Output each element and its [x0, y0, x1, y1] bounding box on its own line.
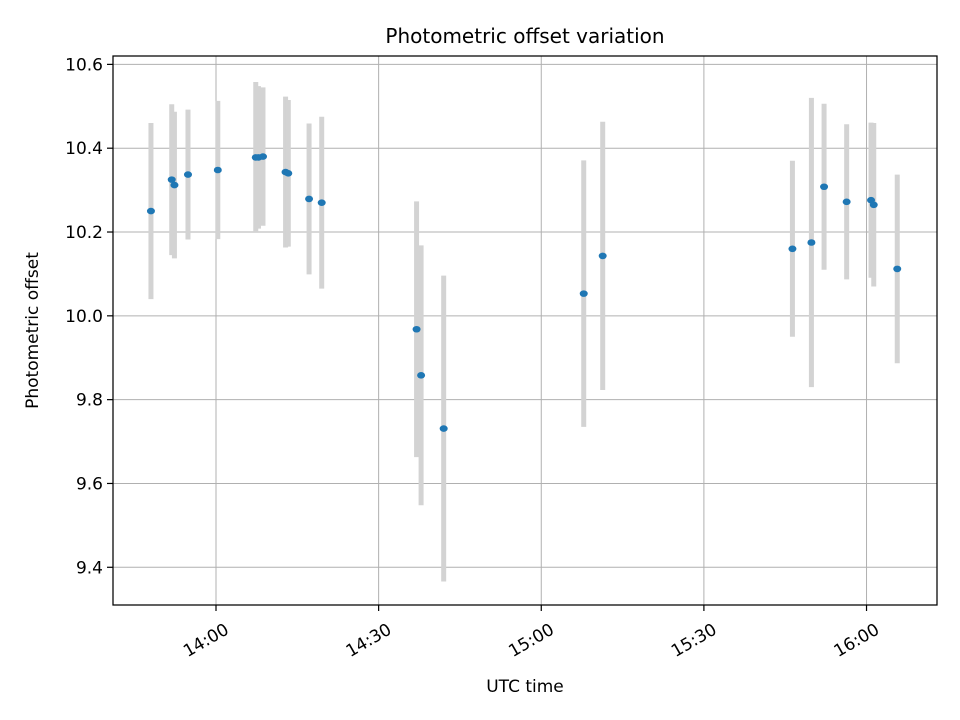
y-tick-label: 10.6	[65, 55, 103, 75]
data-point	[807, 239, 816, 246]
y-tick-label: 9.6	[76, 474, 103, 494]
data-point	[412, 325, 421, 333]
x-tick-label: 15:30	[668, 620, 720, 662]
data-point	[167, 176, 176, 183]
data-point	[317, 199, 326, 206]
data-point	[213, 166, 222, 174]
chart-title: Photometric offset variation	[385, 24, 664, 48]
data-point	[146, 207, 155, 215]
data-point	[788, 245, 797, 253]
x-tick-label: 14:00	[180, 620, 232, 662]
y-tick-label: 9.8	[76, 391, 103, 411]
y-tick-label: 9.4	[76, 558, 103, 578]
x-tick-label: 16:00	[831, 620, 883, 662]
x-axis-ticks: 14:00 14:30 15:00 15:30 16:00	[180, 605, 883, 662]
y-axis-ticks: 9.4 9.6 9.8 10.0 10.2 10.4 10.6	[65, 55, 113, 578]
plot-frame	[112, 55, 938, 606]
data-point	[305, 195, 314, 203]
x-axis-label: UTC time	[486, 677, 564, 697]
data-point	[183, 171, 192, 178]
y-tick-label: 10.4	[65, 139, 103, 159]
data-point	[258, 153, 267, 160]
data-point	[417, 372, 426, 379]
data-point	[842, 198, 851, 206]
data-point	[439, 425, 448, 432]
data-point	[170, 181, 179, 189]
data-point	[579, 290, 588, 297]
data-point	[893, 265, 902, 273]
data-point	[598, 252, 607, 260]
data-points	[146, 153, 902, 432]
x-tick-label: 15:00	[505, 620, 557, 662]
data-point	[869, 201, 878, 209]
x-tick-label: 14:30	[343, 620, 395, 662]
data-point	[284, 170, 293, 177]
y-axis-label: Photometric offset	[23, 252, 43, 409]
y-tick-label: 10.0	[65, 307, 103, 327]
grid	[113, 56, 937, 605]
y-tick-label: 10.2	[65, 223, 103, 243]
data-point	[820, 183, 829, 191]
